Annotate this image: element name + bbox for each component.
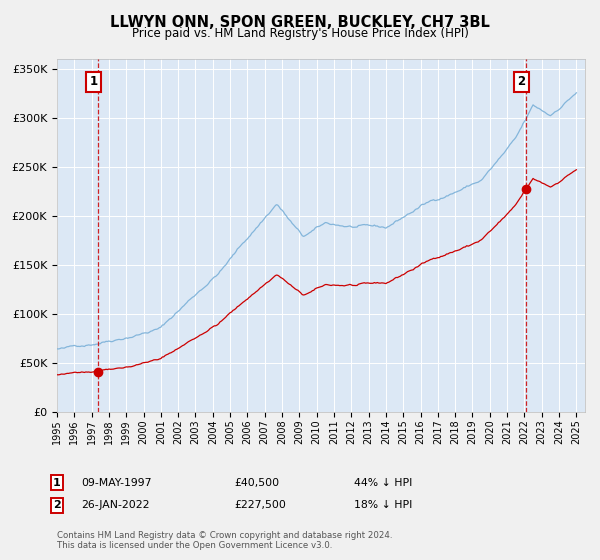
Text: £227,500: £227,500 [234,500,286,510]
Text: 2: 2 [53,500,61,510]
Text: 09-MAY-1997: 09-MAY-1997 [81,478,151,488]
Text: 1: 1 [53,478,61,488]
Text: 26-JAN-2022: 26-JAN-2022 [81,500,149,510]
Text: Price paid vs. HM Land Registry's House Price Index (HPI): Price paid vs. HM Land Registry's House … [131,27,469,40]
Text: 44% ↓ HPI: 44% ↓ HPI [354,478,412,488]
Text: 1: 1 [89,75,98,88]
Text: LLWYN ONN, SPON GREEN, BUCKLEY, CH7 3BL: LLWYN ONN, SPON GREEN, BUCKLEY, CH7 3BL [110,15,490,30]
Text: Contains HM Land Registry data © Crown copyright and database right 2024.
This d: Contains HM Land Registry data © Crown c… [57,531,392,550]
Text: £40,500: £40,500 [234,478,279,488]
Text: 2: 2 [517,75,526,88]
Text: 18% ↓ HPI: 18% ↓ HPI [354,500,412,510]
